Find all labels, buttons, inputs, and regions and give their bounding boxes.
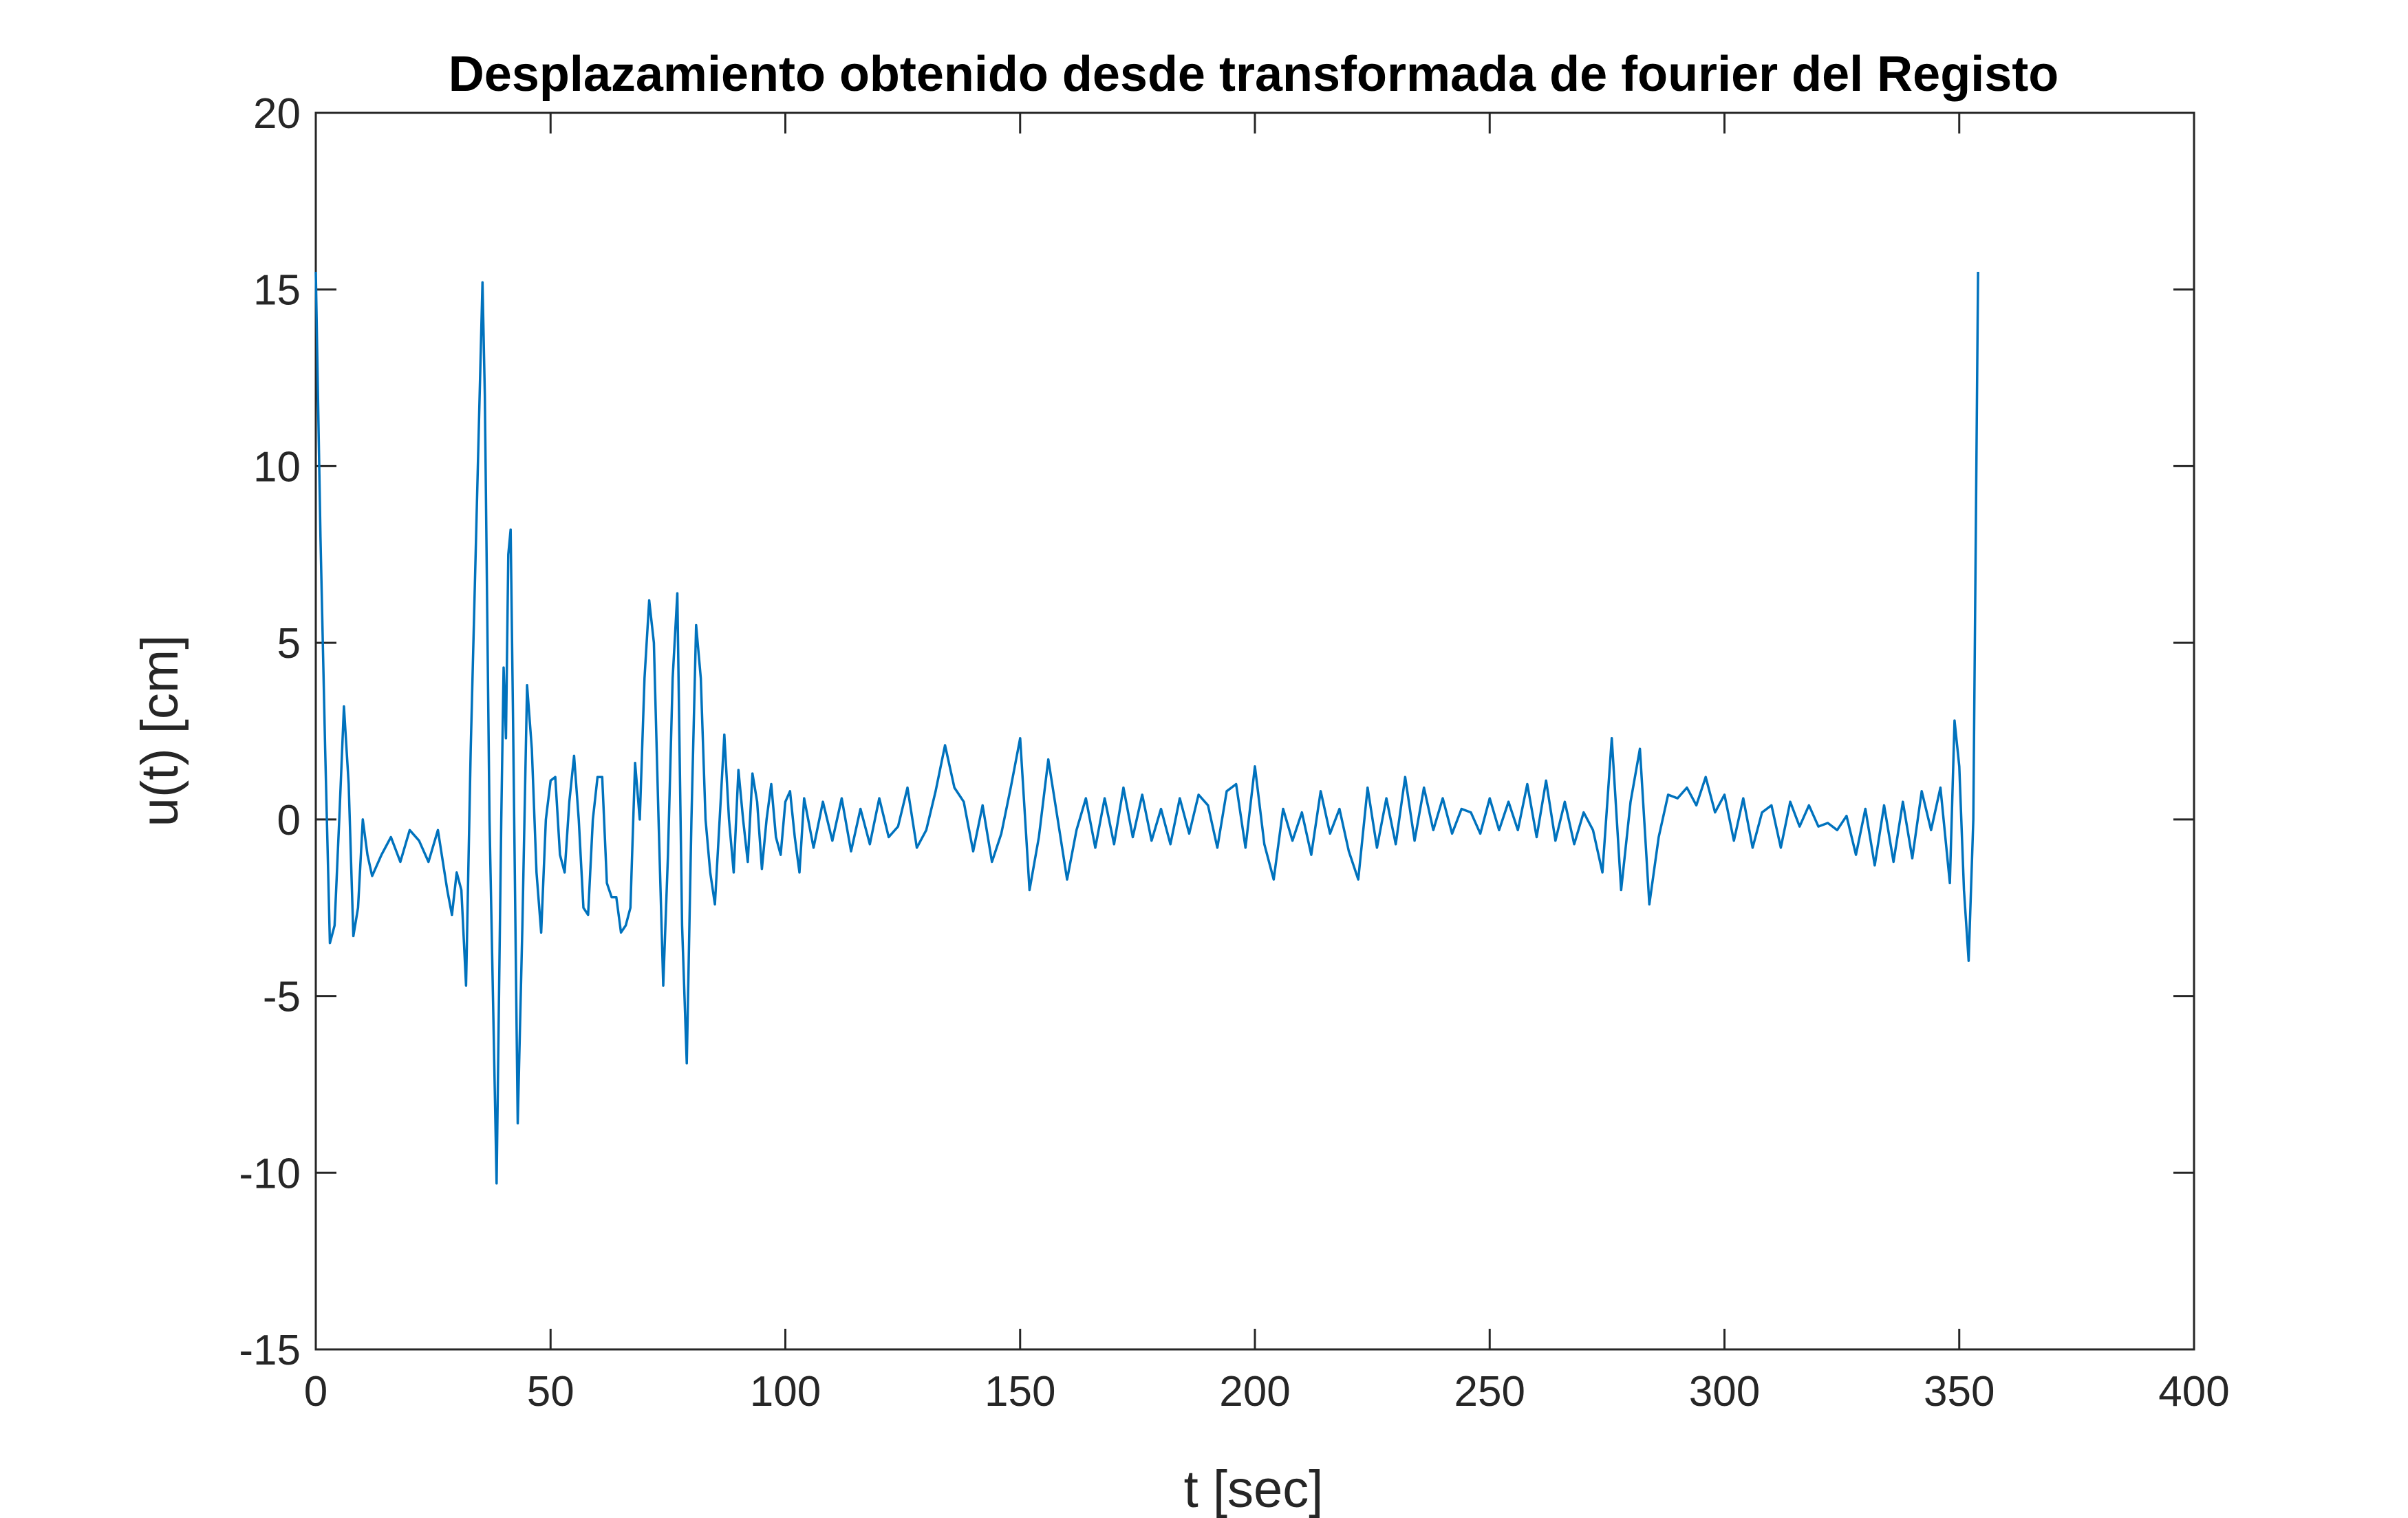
plot-area: [314, 111, 2195, 1351]
y-tick-label: 15: [253, 267, 301, 314]
x-tick-label: 400: [2158, 1368, 2229, 1415]
y-tick-label: 0: [277, 797, 301, 844]
x-axis-label: t [sec]: [1184, 1460, 1324, 1518]
x-tick-label: 50: [527, 1368, 574, 1415]
y-tick-label: -5: [263, 974, 301, 1021]
y-tick-label: -15: [239, 1327, 301, 1374]
y-tick-label: -10: [239, 1150, 301, 1197]
y-tick-label: 20: [253, 90, 301, 138]
chart-title: Desplazamiento obtenido desde transforma…: [449, 47, 2058, 102]
x-tick-label: 200: [1219, 1368, 1290, 1415]
y-axis-label: u(t) [cm]: [131, 635, 189, 827]
x-tick-label: 150: [985, 1368, 1055, 1415]
x-tick-label: 100: [750, 1368, 821, 1415]
data-line: [314, 271, 1979, 1185]
x-tick-label: 0: [304, 1368, 327, 1415]
y-tick-label: 10: [253, 443, 301, 491]
x-tick-label: 250: [1454, 1368, 1525, 1415]
x-tick-label: 350: [1924, 1368, 1995, 1415]
x-tick-label: 300: [1689, 1368, 1760, 1415]
y-tick-label: 5: [277, 620, 301, 667]
